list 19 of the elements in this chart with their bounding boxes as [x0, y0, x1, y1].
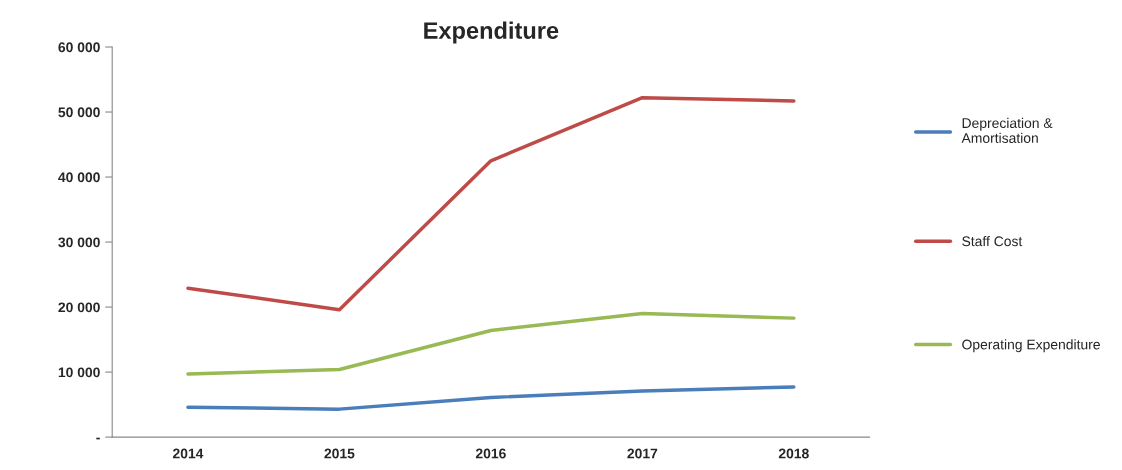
x-tick-label: 2015	[324, 448, 355, 459]
y-tick-label: 60 000	[58, 42, 100, 53]
legend-label: Staff Cost	[962, 236, 1023, 247]
line-series	[186, 385, 796, 411]
line-series	[186, 95, 796, 312]
y-tick-label: 30 000	[58, 237, 100, 248]
x-tick-label: 2018	[778, 448, 809, 459]
chart-title: Expenditure	[424, 21, 559, 44]
x-tick-label: 2017	[627, 448, 658, 459]
x-tick-label: 2016	[475, 448, 506, 459]
y-tick-label: 20 000	[58, 302, 100, 313]
y-tick-label: 10 000	[58, 367, 100, 378]
y-tick-label: -	[96, 437, 100, 440]
legend-label: Depreciation & Amortisation	[961, 117, 1053, 143]
y-tick-label: 50 000	[58, 107, 100, 118]
y-tick-label: 40 000	[58, 172, 100, 183]
line-series	[186, 311, 796, 376]
x-tick-label: 2014	[172, 448, 204, 459]
legend-label: Operating Expenditure	[962, 339, 1100, 353]
